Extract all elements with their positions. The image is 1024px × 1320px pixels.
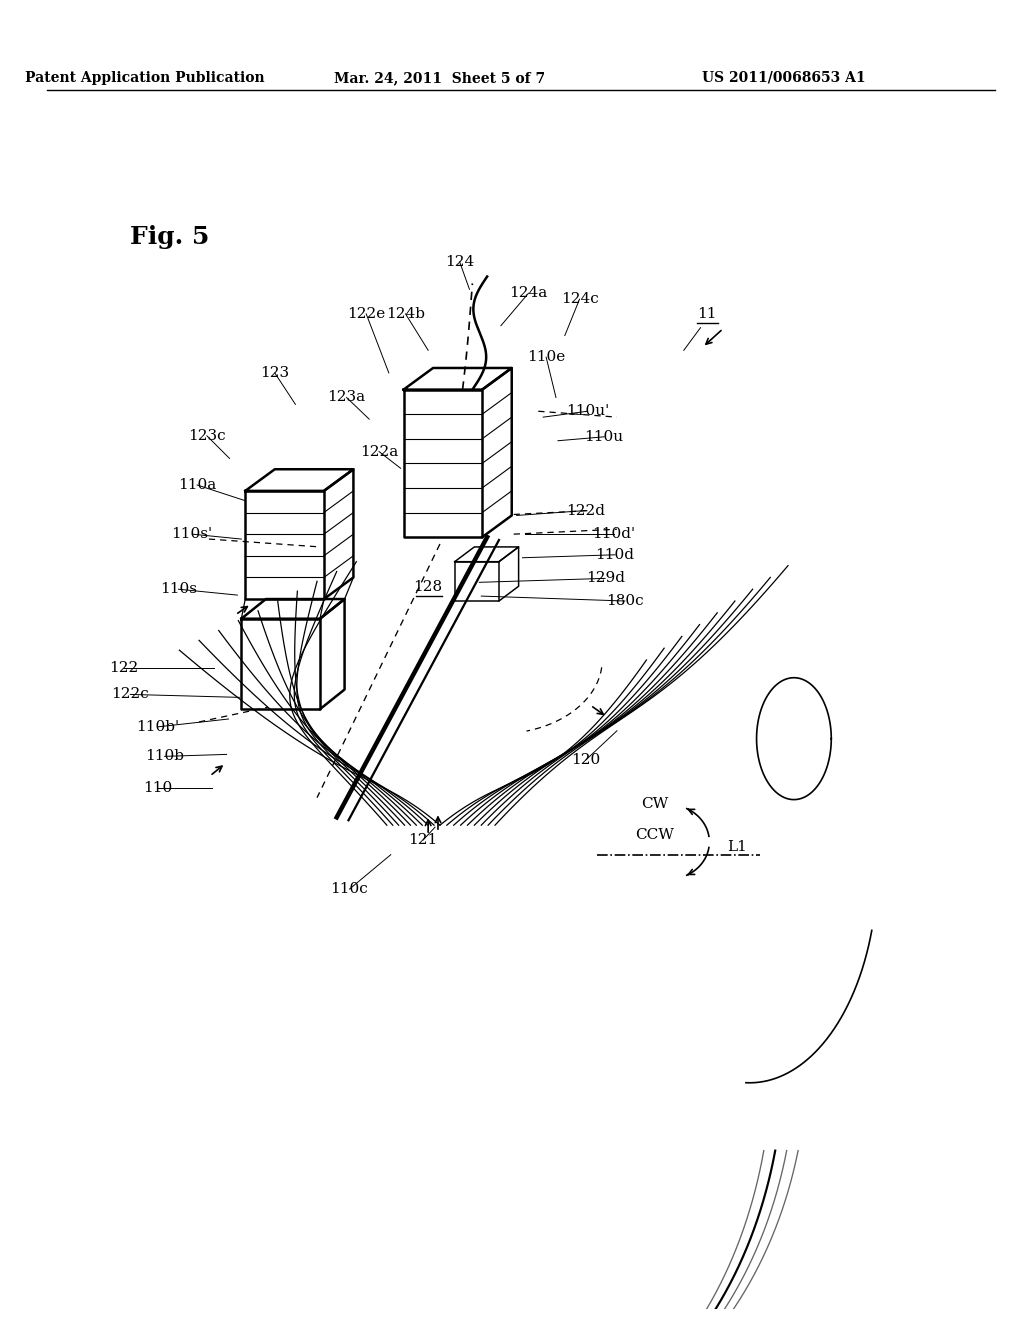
Text: Patent Application Publication: Patent Application Publication (26, 71, 265, 84)
Text: 110u: 110u (585, 430, 624, 444)
Text: 122d: 122d (566, 503, 605, 517)
Text: 110c: 110c (331, 882, 369, 896)
Text: 129d: 129d (586, 572, 625, 585)
Text: Fig. 5: Fig. 5 (130, 226, 210, 249)
Text: 122: 122 (109, 661, 138, 675)
Text: 110d: 110d (596, 548, 635, 562)
Text: 110b': 110b' (136, 719, 179, 734)
Text: 110s': 110s' (172, 527, 213, 541)
Text: 122a: 122a (359, 445, 398, 458)
Text: 110: 110 (143, 781, 172, 795)
Text: CW: CW (641, 796, 668, 810)
Text: 124: 124 (445, 255, 474, 269)
Text: 180c: 180c (606, 594, 644, 609)
Text: 124c: 124c (561, 292, 598, 306)
Text: 11: 11 (696, 306, 716, 321)
Text: 110b: 110b (145, 750, 184, 763)
Text: US 2011/0068653 A1: US 2011/0068653 A1 (702, 71, 866, 84)
Text: 122e: 122e (347, 306, 385, 321)
Text: 121: 121 (409, 833, 438, 847)
Text: 122c: 122c (112, 688, 150, 701)
Text: 120: 120 (570, 754, 600, 767)
Text: L1: L1 (727, 840, 746, 854)
Text: 123a: 123a (328, 391, 366, 404)
Text: 110u': 110u' (566, 404, 609, 418)
Text: 110a: 110a (178, 478, 216, 492)
Text: 110s: 110s (160, 582, 197, 597)
Text: 124a: 124a (509, 286, 548, 300)
Text: 110e: 110e (527, 350, 565, 364)
Text: Mar. 24, 2011  Sheet 5 of 7: Mar. 24, 2011 Sheet 5 of 7 (335, 71, 546, 84)
Text: 123c: 123c (188, 429, 225, 442)
Text: 123: 123 (260, 366, 290, 380)
Text: CCW: CCW (635, 828, 674, 842)
Text: 128: 128 (414, 581, 442, 594)
Text: 124b: 124b (386, 306, 425, 321)
Text: 110d': 110d' (593, 527, 636, 541)
